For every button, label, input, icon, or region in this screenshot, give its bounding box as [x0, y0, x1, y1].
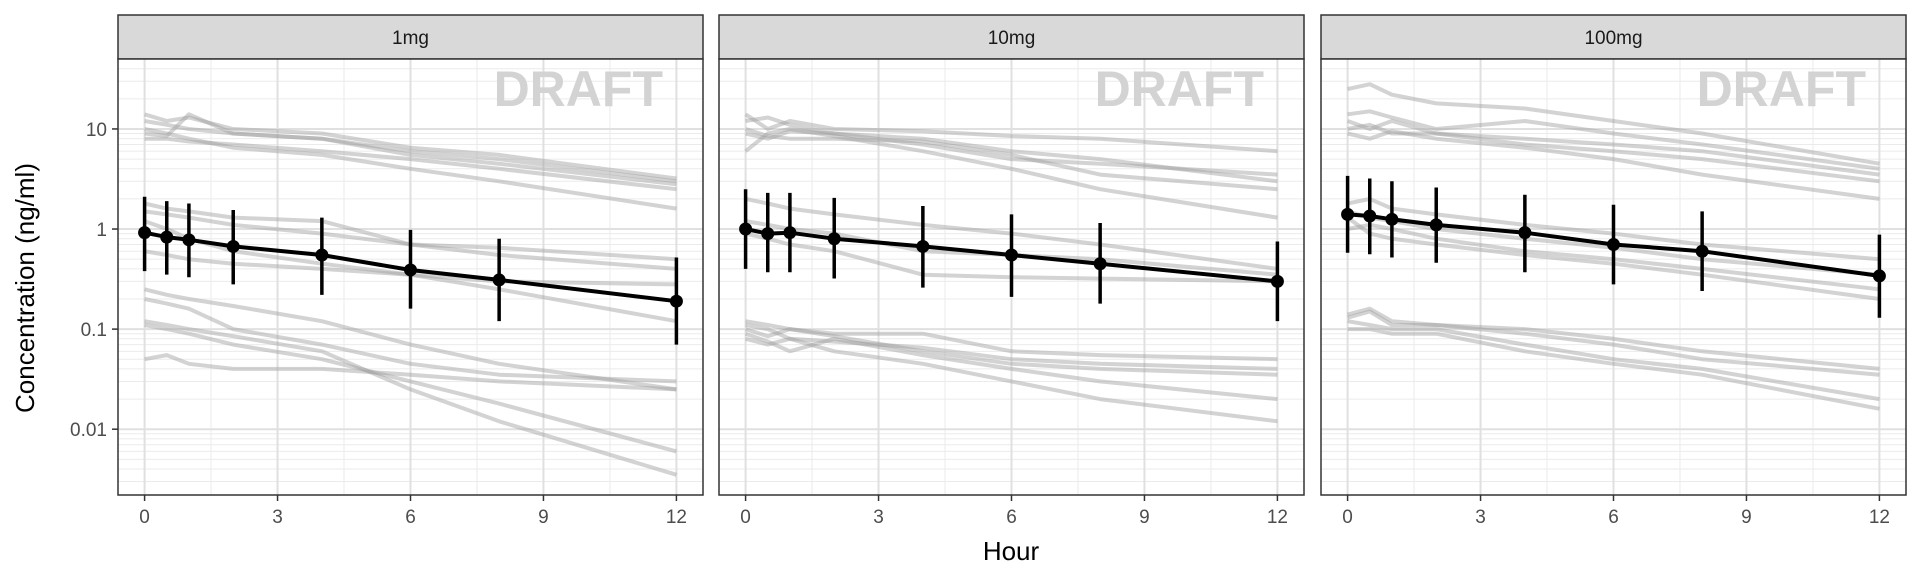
- individual-line: [745, 336, 1278, 424]
- x-tick-label: 9: [538, 507, 549, 528]
- facet-strip: [1320, 14, 1907, 60]
- facet-panel: 100mg DRAFT 0 3 6 9 12: [1320, 14, 1907, 528]
- individual-line: [744, 331, 1278, 402]
- mean-point: [492, 273, 506, 287]
- mean-point: [1341, 207, 1355, 221]
- individual-line: [744, 112, 1278, 154]
- mean-point: [761, 227, 775, 241]
- individual-line: [1347, 222, 1880, 292]
- mean-point: [1270, 274, 1284, 288]
- individual-line: [1347, 82, 1880, 166]
- individual-line: [745, 115, 1278, 184]
- individual-line: [745, 319, 1278, 362]
- individual-line: [745, 231, 1278, 284]
- x-tick-label: 0: [139, 507, 150, 528]
- mean-point: [404, 263, 417, 277]
- individual-line: [1347, 319, 1880, 402]
- mean-point: [783, 226, 797, 240]
- individual-line: [1347, 327, 1880, 411]
- x-tick-label: 6: [405, 507, 416, 528]
- individual-line: [144, 136, 677, 192]
- individual-line: [144, 112, 677, 181]
- individual-line: [745, 196, 1278, 271]
- facet-strip: [117, 14, 704, 60]
- individual-line: [144, 353, 677, 392]
- facet-strip-label: 10mg: [988, 28, 1036, 49]
- mean-point: [827, 232, 841, 246]
- mean-point: [1363, 209, 1377, 223]
- x-axis-title: Hour: [983, 536, 1040, 566]
- mean-point: [1093, 257, 1107, 271]
- mean-point: [1005, 248, 1018, 262]
- mean-point: [1518, 226, 1532, 240]
- mean-point: [1429, 218, 1443, 232]
- mean-point: [916, 239, 930, 253]
- facet-panel: 1mg DRAFT 0 3 6 9 12 0.01 0.1 1 10: [70, 14, 704, 528]
- x-tick-label: 0: [1342, 507, 1353, 528]
- x-tick-label: 12: [1267, 507, 1288, 528]
- mean-point: [669, 294, 683, 308]
- x-tick-label: 3: [873, 507, 884, 528]
- individual-line: [1347, 196, 1880, 262]
- mean-point: [739, 222, 753, 236]
- individual-line: [1347, 122, 1880, 184]
- x-tick-label: 12: [666, 507, 687, 528]
- draft-watermark: DRAFT: [1095, 61, 1264, 117]
- mean-point: [1872, 269, 1886, 283]
- mean-point: [160, 230, 174, 244]
- individual-line: [1346, 119, 1880, 177]
- x-tick-label: 9: [1741, 507, 1752, 528]
- individual-line: [144, 112, 677, 187]
- x-tick-label: 3: [272, 507, 283, 528]
- x-tick-label: 6: [1608, 507, 1619, 528]
- individual-line: [144, 297, 677, 384]
- individual-line: [744, 127, 1278, 192]
- x-tick-label: 6: [1006, 507, 1017, 528]
- y-tick-label: 10: [86, 120, 107, 141]
- mean-point: [315, 248, 329, 262]
- individual-line: [744, 327, 1278, 377]
- individual-line: [144, 209, 677, 271]
- mean-point: [1607, 238, 1620, 252]
- individual-line: [144, 323, 677, 454]
- individual-line: [1347, 309, 1880, 377]
- draft-watermark: DRAFT: [1697, 61, 1866, 117]
- individual-line: [1346, 215, 1880, 301]
- x-tick-label: 9: [1139, 507, 1150, 528]
- individual-line: [1347, 129, 1880, 201]
- individual-line: [1347, 306, 1880, 371]
- mean-point: [226, 239, 240, 253]
- individual-line: [745, 129, 1278, 177]
- y-axis-title: Concentration (ng/ml): [10, 163, 40, 413]
- mean-point: [1695, 244, 1709, 258]
- y-tick-label: 0.01: [70, 420, 107, 441]
- draft-watermark: DRAFT: [494, 61, 663, 117]
- individual-line: [143, 219, 677, 324]
- mean-point: [1385, 212, 1399, 226]
- individual-line: [1347, 109, 1880, 171]
- facet-panel: 10mg DRAFT 0 3 6 9 12: [718, 14, 1305, 528]
- individual-line: [144, 201, 677, 262]
- x-tick-label: 0: [740, 507, 751, 528]
- y-tick-label: 0.1: [81, 320, 107, 341]
- mean-point: [138, 226, 152, 240]
- individual-line: [144, 127, 677, 211]
- facet-strip-label: 1mg: [392, 28, 429, 49]
- individual-line: [144, 249, 677, 287]
- individual-line: [745, 323, 1278, 371]
- individual-line: [144, 287, 677, 392]
- individual-line: [144, 119, 677, 184]
- y-tick-label: 1: [96, 220, 107, 241]
- facet-strip-label: 100mg: [1584, 28, 1642, 49]
- x-tick-label: 3: [1475, 507, 1486, 528]
- mean-point: [182, 233, 196, 247]
- individual-line: [144, 319, 677, 477]
- x-tick-label: 12: [1869, 507, 1890, 528]
- individual-line: [744, 127, 1278, 220]
